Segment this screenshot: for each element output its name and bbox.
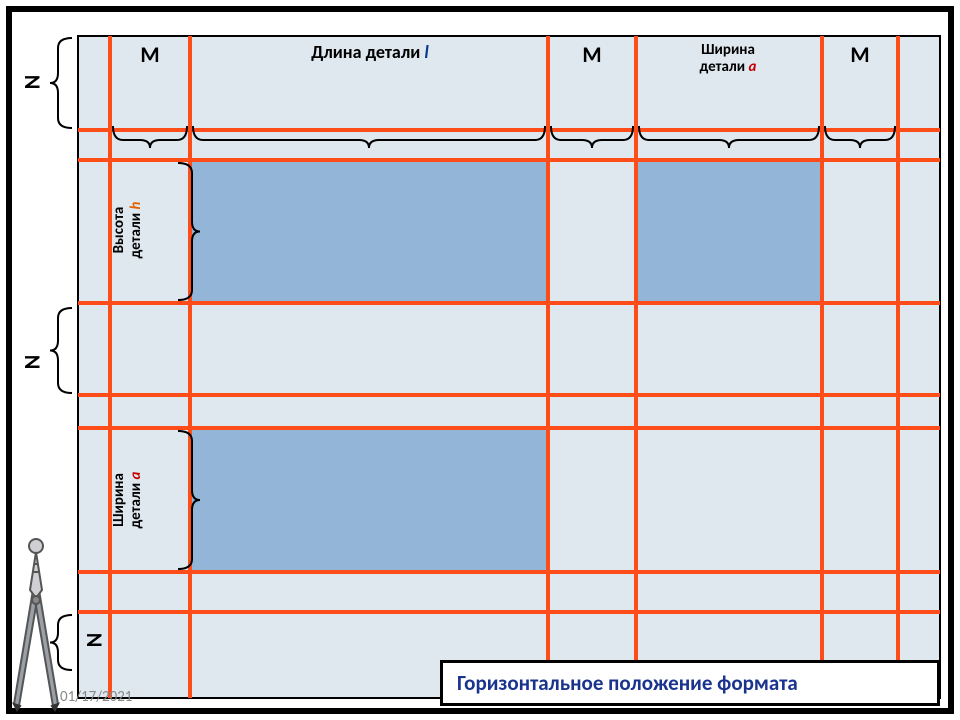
top-label: M [140, 42, 159, 67]
left-label: Высота детали h [111, 202, 146, 259]
brace [50, 38, 72, 128]
filled-cell [190, 428, 548, 572]
top-label: Длина детали l [311, 42, 429, 63]
top-label: Ширина детали a [700, 42, 757, 77]
n-label: N [81, 633, 108, 648]
brace [50, 308, 72, 393]
filled-cell [636, 160, 822, 303]
filled-cell [190, 160, 548, 303]
compass-icon [6, 532, 66, 712]
top-label: M [582, 42, 601, 67]
grid-background [78, 36, 940, 698]
title-text: Горизонтальное положение формата [457, 670, 798, 696]
title-box: Горизонтальное положение формата [440, 660, 940, 706]
n-label: N [19, 75, 46, 90]
date-label: 01/17/2021 [60, 688, 132, 706]
n-label: N [19, 355, 46, 370]
diagram-canvas [0, 0, 960, 720]
top-label: M [850, 42, 869, 67]
left-label: Ширина детали a [111, 472, 146, 529]
